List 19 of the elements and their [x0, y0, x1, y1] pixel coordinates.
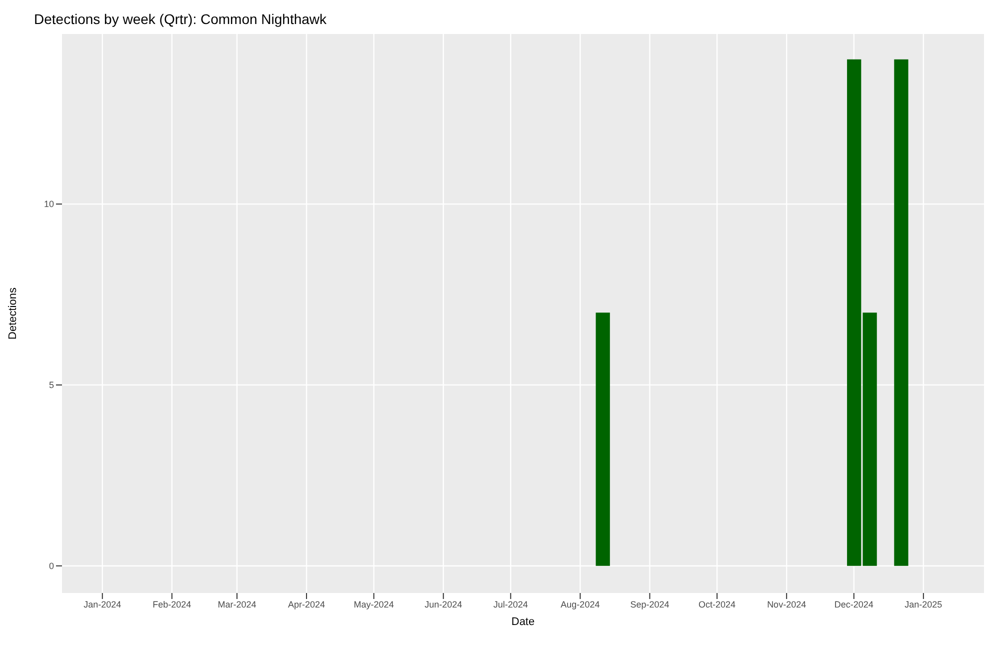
- x-tick-label: Jan-2024: [84, 599, 122, 610]
- x-tick-label: May-2024: [354, 599, 394, 610]
- x-axis-title: Date: [511, 616, 535, 628]
- x-tick-label: Jun-2024: [424, 599, 462, 610]
- y-axis-title: Detections: [6, 287, 19, 340]
- x-tick-label: Jul-2024: [493, 599, 528, 610]
- x-tick-label: Apr-2024: [288, 599, 326, 610]
- x-tick-label: Dec-2024: [834, 599, 874, 610]
- y-tick-label: 5: [48, 380, 54, 390]
- x-tick-label: Aug-2024: [560, 599, 600, 610]
- chart-title: Detections by week (Qrtr): Common Nighthawk: [33, 10, 328, 29]
- y-tick-label: 0: [48, 561, 54, 572]
- x-tick-label: Oct-2024: [698, 599, 736, 610]
- x-tick-label: Mar-2024: [218, 599, 256, 610]
- x-tick-label: Feb-2024: [152, 599, 192, 610]
- x-tick-label: Nov-2024: [767, 599, 806, 610]
- x-tick-label: Jan-2025: [904, 599, 942, 610]
- x-tick-label: Sep-2024: [630, 599, 670, 610]
- y-tick-label: 10: [44, 199, 54, 210]
